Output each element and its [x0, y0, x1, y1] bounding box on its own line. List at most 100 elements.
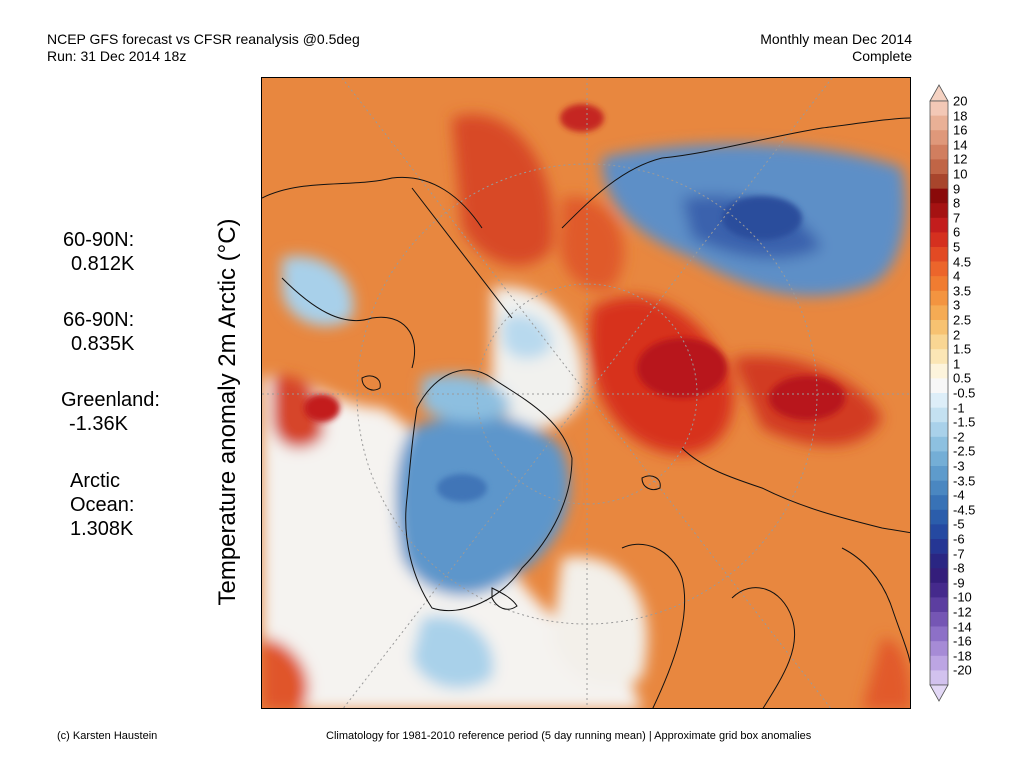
- legend-swatch: [930, 334, 948, 350]
- header-right: Monthly mean Dec 2014 Complete: [760, 31, 912, 65]
- legend-swatch: [930, 626, 948, 642]
- legend-swatch: [930, 115, 948, 131]
- stat-66-90n: 66-90N: 0.835K: [63, 308, 134, 356]
- legend-label: 20: [953, 93, 968, 109]
- legend-label: 7: [953, 210, 961, 226]
- legend-label: 2: [953, 327, 961, 343]
- anomaly-map: [261, 77, 911, 709]
- legend-label: -10: [953, 589, 972, 605]
- legend-swatch: [930, 597, 948, 613]
- legend-swatch: [930, 349, 948, 365]
- stat-label: Greenland:: [61, 389, 160, 411]
- legend-swatch: [930, 480, 948, 496]
- legend-label: 3.5: [953, 283, 972, 299]
- legend-label: 2.5: [953, 312, 972, 328]
- legend-swatch: [930, 393, 948, 408]
- legend-swatch: [930, 553, 948, 569]
- legend-swatch: [930, 247, 948, 262]
- legend-swatch: [930, 641, 948, 657]
- legend-swatch: [930, 305, 948, 321]
- legend-label: -8: [953, 560, 965, 576]
- completion-status: Complete: [852, 48, 912, 64]
- legend-label: 3: [953, 297, 961, 313]
- legend-label: 1.5: [953, 341, 972, 357]
- run-time: Run: 31 Dec 2014 18z: [47, 48, 187, 64]
- climatology-note: Climatology for 1981-2010 reference peri…: [326, 730, 812, 742]
- legend-swatch: [930, 144, 948, 160]
- stat-value: 0.812K: [71, 253, 135, 275]
- legend-label: 14: [953, 137, 968, 153]
- legend-label: -1.5: [953, 414, 976, 430]
- legend-swatch: [930, 612, 948, 627]
- legend-swatch: [930, 188, 948, 204]
- legend-label: -18: [953, 648, 972, 664]
- legend-swatch: [930, 539, 948, 554]
- legend-swatch: [930, 276, 948, 292]
- legend-swatch: [930, 407, 948, 423]
- legend-label: 1: [953, 356, 961, 372]
- legend-label: -16: [953, 633, 972, 649]
- legend-swatch: [930, 232, 948, 248]
- stat-arctic-ocean: Arctic Ocean: 1.308K: [70, 469, 134, 541]
- legend-swatch: [930, 217, 948, 233]
- legend-label: 5: [953, 239, 961, 255]
- legend-label: -0.5: [953, 385, 976, 401]
- legend-label: -6: [953, 531, 965, 547]
- legend-label: -12: [953, 604, 972, 620]
- stat-label: Arctic Ocean:: [70, 470, 135, 516]
- legend-label: -4: [953, 487, 965, 503]
- legend-label: 6: [953, 224, 961, 240]
- period-title: Monthly mean Dec 2014: [760, 31, 912, 47]
- legend-label: -1: [953, 400, 965, 416]
- legend-label: 10: [953, 166, 968, 182]
- legend-label: 18: [953, 108, 968, 124]
- legend-arrow-top: [929, 84, 949, 102]
- legend-swatch: [930, 466, 948, 481]
- legend-label: 9: [953, 181, 961, 197]
- legend-label: -7: [953, 546, 965, 562]
- legend-arrow-bottom: [929, 684, 949, 702]
- legend-swatch: [930, 290, 948, 306]
- legend-label: 4.5: [953, 254, 972, 270]
- stat-greenland: Greenland: -1.36K: [61, 388, 160, 436]
- legend-label: 4: [953, 268, 961, 284]
- legend-swatch: [930, 436, 948, 452]
- legend-label: -14: [953, 619, 972, 635]
- legend-swatch: [930, 495, 948, 511]
- legend-label: -2.5: [953, 443, 976, 459]
- anomaly-map-image: [262, 78, 910, 708]
- legend-swatch: [930, 159, 948, 175]
- map-title: Temperature anomaly 2m Arctic (°C): [214, 218, 241, 606]
- legend-labels: 20 18 16 14 12 10 9 8 7 6 5 4.5 4 3.5 3 2.5 2 1.5 1 0.5 -0.5…: [953, 0, 1023, 768]
- legend-label: -2: [953, 429, 965, 445]
- legend-swatch: [930, 670, 948, 686]
- legend-swatch: [930, 378, 948, 394]
- legend-swatch: [930, 582, 948, 598]
- legend-label: -9: [953, 575, 965, 591]
- legend-swatch: [930, 101, 948, 116]
- legend-label: 0.5: [953, 370, 972, 386]
- stat-value: -1.36K: [69, 413, 128, 435]
- legend-label: -3: [953, 458, 965, 474]
- legend-swatch: [930, 174, 948, 189]
- copyright: (c) Karsten Haustein: [57, 730, 158, 742]
- legend-swatch: [930, 422, 948, 438]
- stat-60-90n: 60-90N: 0.812K: [63, 228, 134, 276]
- legend-swatch: [930, 130, 948, 146]
- legend-swatch: [930, 451, 948, 467]
- stat-value: 0.835K: [71, 333, 135, 355]
- legend-swatch: [930, 509, 948, 525]
- legend-swatch: [930, 203, 948, 219]
- legend-label: 16: [953, 122, 968, 138]
- legend-swatch: [930, 320, 948, 335]
- stat-label: 60-90N:: [63, 229, 135, 251]
- model-title: NCEP GFS forecast vs CFSR reanalysis @0.…: [47, 31, 360, 47]
- stat-value: 1.308K: [70, 518, 134, 540]
- legend-swatch: [930, 568, 948, 584]
- legend-swatch: [930, 363, 948, 379]
- legend-swatch: [930, 261, 948, 277]
- color-legend: [929, 84, 949, 702]
- legend-swatch: [930, 524, 948, 540]
- stat-label: 66-90N:: [63, 309, 135, 331]
- header-left: NCEP GFS forecast vs CFSR reanalysis @0.…: [47, 31, 360, 65]
